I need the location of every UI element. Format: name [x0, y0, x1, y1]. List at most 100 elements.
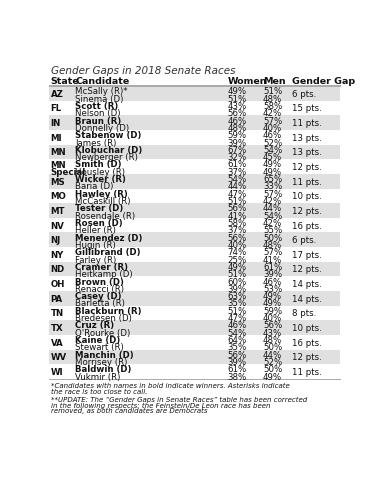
Text: removed, as both candidates are Democrats: removed, as both candidates are Democrat…: [51, 408, 207, 414]
Text: *Candidates with names in bold indicate winners. Asterisks indicate: *Candidates with names in bold indicate …: [51, 384, 289, 390]
Text: TX: TX: [51, 324, 63, 333]
Bar: [49, 101, 340, 116]
Text: 12 pts.: 12 pts.: [292, 353, 322, 362]
Text: Cramer (R): Cramer (R): [75, 263, 128, 272]
Text: MS: MS: [51, 178, 65, 186]
Text: NV: NV: [51, 222, 64, 230]
Text: Barletta (R): Barletta (R): [75, 300, 125, 308]
Text: 54%: 54%: [227, 175, 247, 184]
Text: 6 pts.: 6 pts.: [292, 90, 317, 99]
Text: 65%: 65%: [263, 175, 282, 184]
Text: 47%: 47%: [227, 314, 247, 323]
Text: PA: PA: [51, 294, 63, 304]
Text: 42%: 42%: [263, 110, 282, 118]
Bar: [49, 276, 340, 291]
Text: Blackburn (R): Blackburn (R): [75, 307, 142, 316]
Text: WV: WV: [51, 353, 67, 362]
Text: 63%: 63%: [227, 292, 247, 301]
Text: Morrisey (R): Morrisey (R): [75, 358, 128, 367]
Text: 49%: 49%: [263, 168, 282, 177]
Text: 49%: 49%: [263, 160, 282, 170]
Text: 15 pts.: 15 pts.: [292, 104, 322, 114]
Text: 58%: 58%: [263, 102, 282, 111]
Text: 51%: 51%: [227, 94, 247, 104]
Text: 51%: 51%: [227, 307, 247, 316]
Text: State: State: [51, 77, 79, 86]
Text: McCaskill (R): McCaskill (R): [75, 197, 131, 206]
Text: 42%: 42%: [263, 197, 282, 206]
Text: 60%: 60%: [227, 278, 247, 286]
Text: VA: VA: [51, 338, 63, 347]
Text: 58%: 58%: [227, 219, 247, 228]
Text: Wicker (R): Wicker (R): [75, 175, 126, 184]
Text: Gender Gaps in 2018 Senate Races: Gender Gaps in 2018 Senate Races: [51, 66, 235, 76]
Text: Sinema (D): Sinema (D): [75, 94, 124, 104]
Text: 40%: 40%: [263, 124, 282, 133]
Text: Cruz (R): Cruz (R): [75, 322, 114, 330]
Text: 56%: 56%: [263, 322, 282, 330]
Text: Gender Gap: Gender Gap: [292, 77, 356, 86]
Text: 11 pts.: 11 pts.: [292, 119, 322, 128]
Text: Special: Special: [51, 168, 86, 177]
Text: Heitkamp (D): Heitkamp (D): [75, 270, 133, 279]
Text: 44%: 44%: [227, 182, 247, 192]
Text: 14 pts.: 14 pts.: [292, 294, 322, 304]
Text: 35%: 35%: [227, 344, 247, 352]
Text: MN: MN: [51, 161, 66, 170]
Text: 55%: 55%: [263, 226, 282, 235]
Text: 56%: 56%: [227, 204, 247, 214]
Text: 6 pts.: 6 pts.: [292, 236, 317, 245]
Text: 42%: 42%: [263, 219, 282, 228]
Text: 49%: 49%: [227, 263, 246, 272]
Text: IN: IN: [51, 119, 61, 128]
Text: Farley (R): Farley (R): [75, 256, 117, 264]
Bar: [49, 218, 340, 232]
Bar: [49, 130, 340, 144]
Bar: [49, 364, 340, 379]
Text: the race is too close to call.: the race is too close to call.: [51, 389, 147, 395]
Text: 43%: 43%: [263, 328, 282, 338]
Text: Women: Women: [227, 77, 267, 86]
Text: 53%: 53%: [263, 285, 282, 294]
Text: 56%: 56%: [227, 234, 247, 242]
Text: 44%: 44%: [263, 350, 282, 360]
Text: Manchin (D): Manchin (D): [75, 350, 134, 360]
Text: 61%: 61%: [263, 263, 282, 272]
Text: Tester (D): Tester (D): [75, 204, 124, 214]
Text: in the following respects: the Feinstein/De Leon race has been: in the following respects: the Feinstein…: [51, 402, 270, 409]
Bar: [49, 86, 340, 101]
Text: 16 pts.: 16 pts.: [292, 338, 322, 347]
Text: Bredesen (D): Bredesen (D): [75, 314, 132, 323]
Text: 32%: 32%: [227, 153, 247, 162]
Text: 39%: 39%: [263, 270, 282, 279]
Text: 47%: 47%: [227, 190, 247, 198]
Text: 46%: 46%: [263, 131, 282, 140]
Text: Baria (D): Baria (D): [75, 182, 114, 192]
Text: Brown (D): Brown (D): [75, 278, 124, 286]
Text: 49%: 49%: [263, 292, 282, 301]
Text: 51%: 51%: [263, 88, 282, 96]
Text: 52%: 52%: [263, 358, 282, 367]
Text: Casey (D): Casey (D): [75, 292, 122, 301]
Bar: [49, 174, 340, 188]
Text: 38%: 38%: [227, 372, 247, 382]
Text: 12 pts.: 12 pts.: [292, 266, 322, 274]
Text: 46%: 46%: [263, 278, 282, 286]
Text: 41%: 41%: [227, 212, 247, 220]
Text: 16 pts.: 16 pts.: [292, 222, 322, 230]
Text: 17 pts.: 17 pts.: [292, 251, 322, 260]
Text: Vukmir (R): Vukmir (R): [75, 372, 121, 382]
Bar: [49, 262, 340, 276]
Text: Rosen (D): Rosen (D): [75, 219, 123, 228]
Text: Baldwin (D): Baldwin (D): [75, 366, 132, 374]
Text: 52%: 52%: [263, 138, 282, 147]
Text: Braun (R): Braun (R): [75, 116, 122, 126]
Text: 56%: 56%: [227, 350, 247, 360]
Text: 74%: 74%: [227, 248, 247, 258]
Text: Candidate: Candidate: [75, 77, 130, 86]
Bar: [49, 203, 340, 218]
Text: 39%: 39%: [227, 285, 246, 294]
Text: 46%: 46%: [227, 322, 247, 330]
Text: 50%: 50%: [263, 234, 282, 242]
Text: 49%: 49%: [263, 300, 282, 308]
